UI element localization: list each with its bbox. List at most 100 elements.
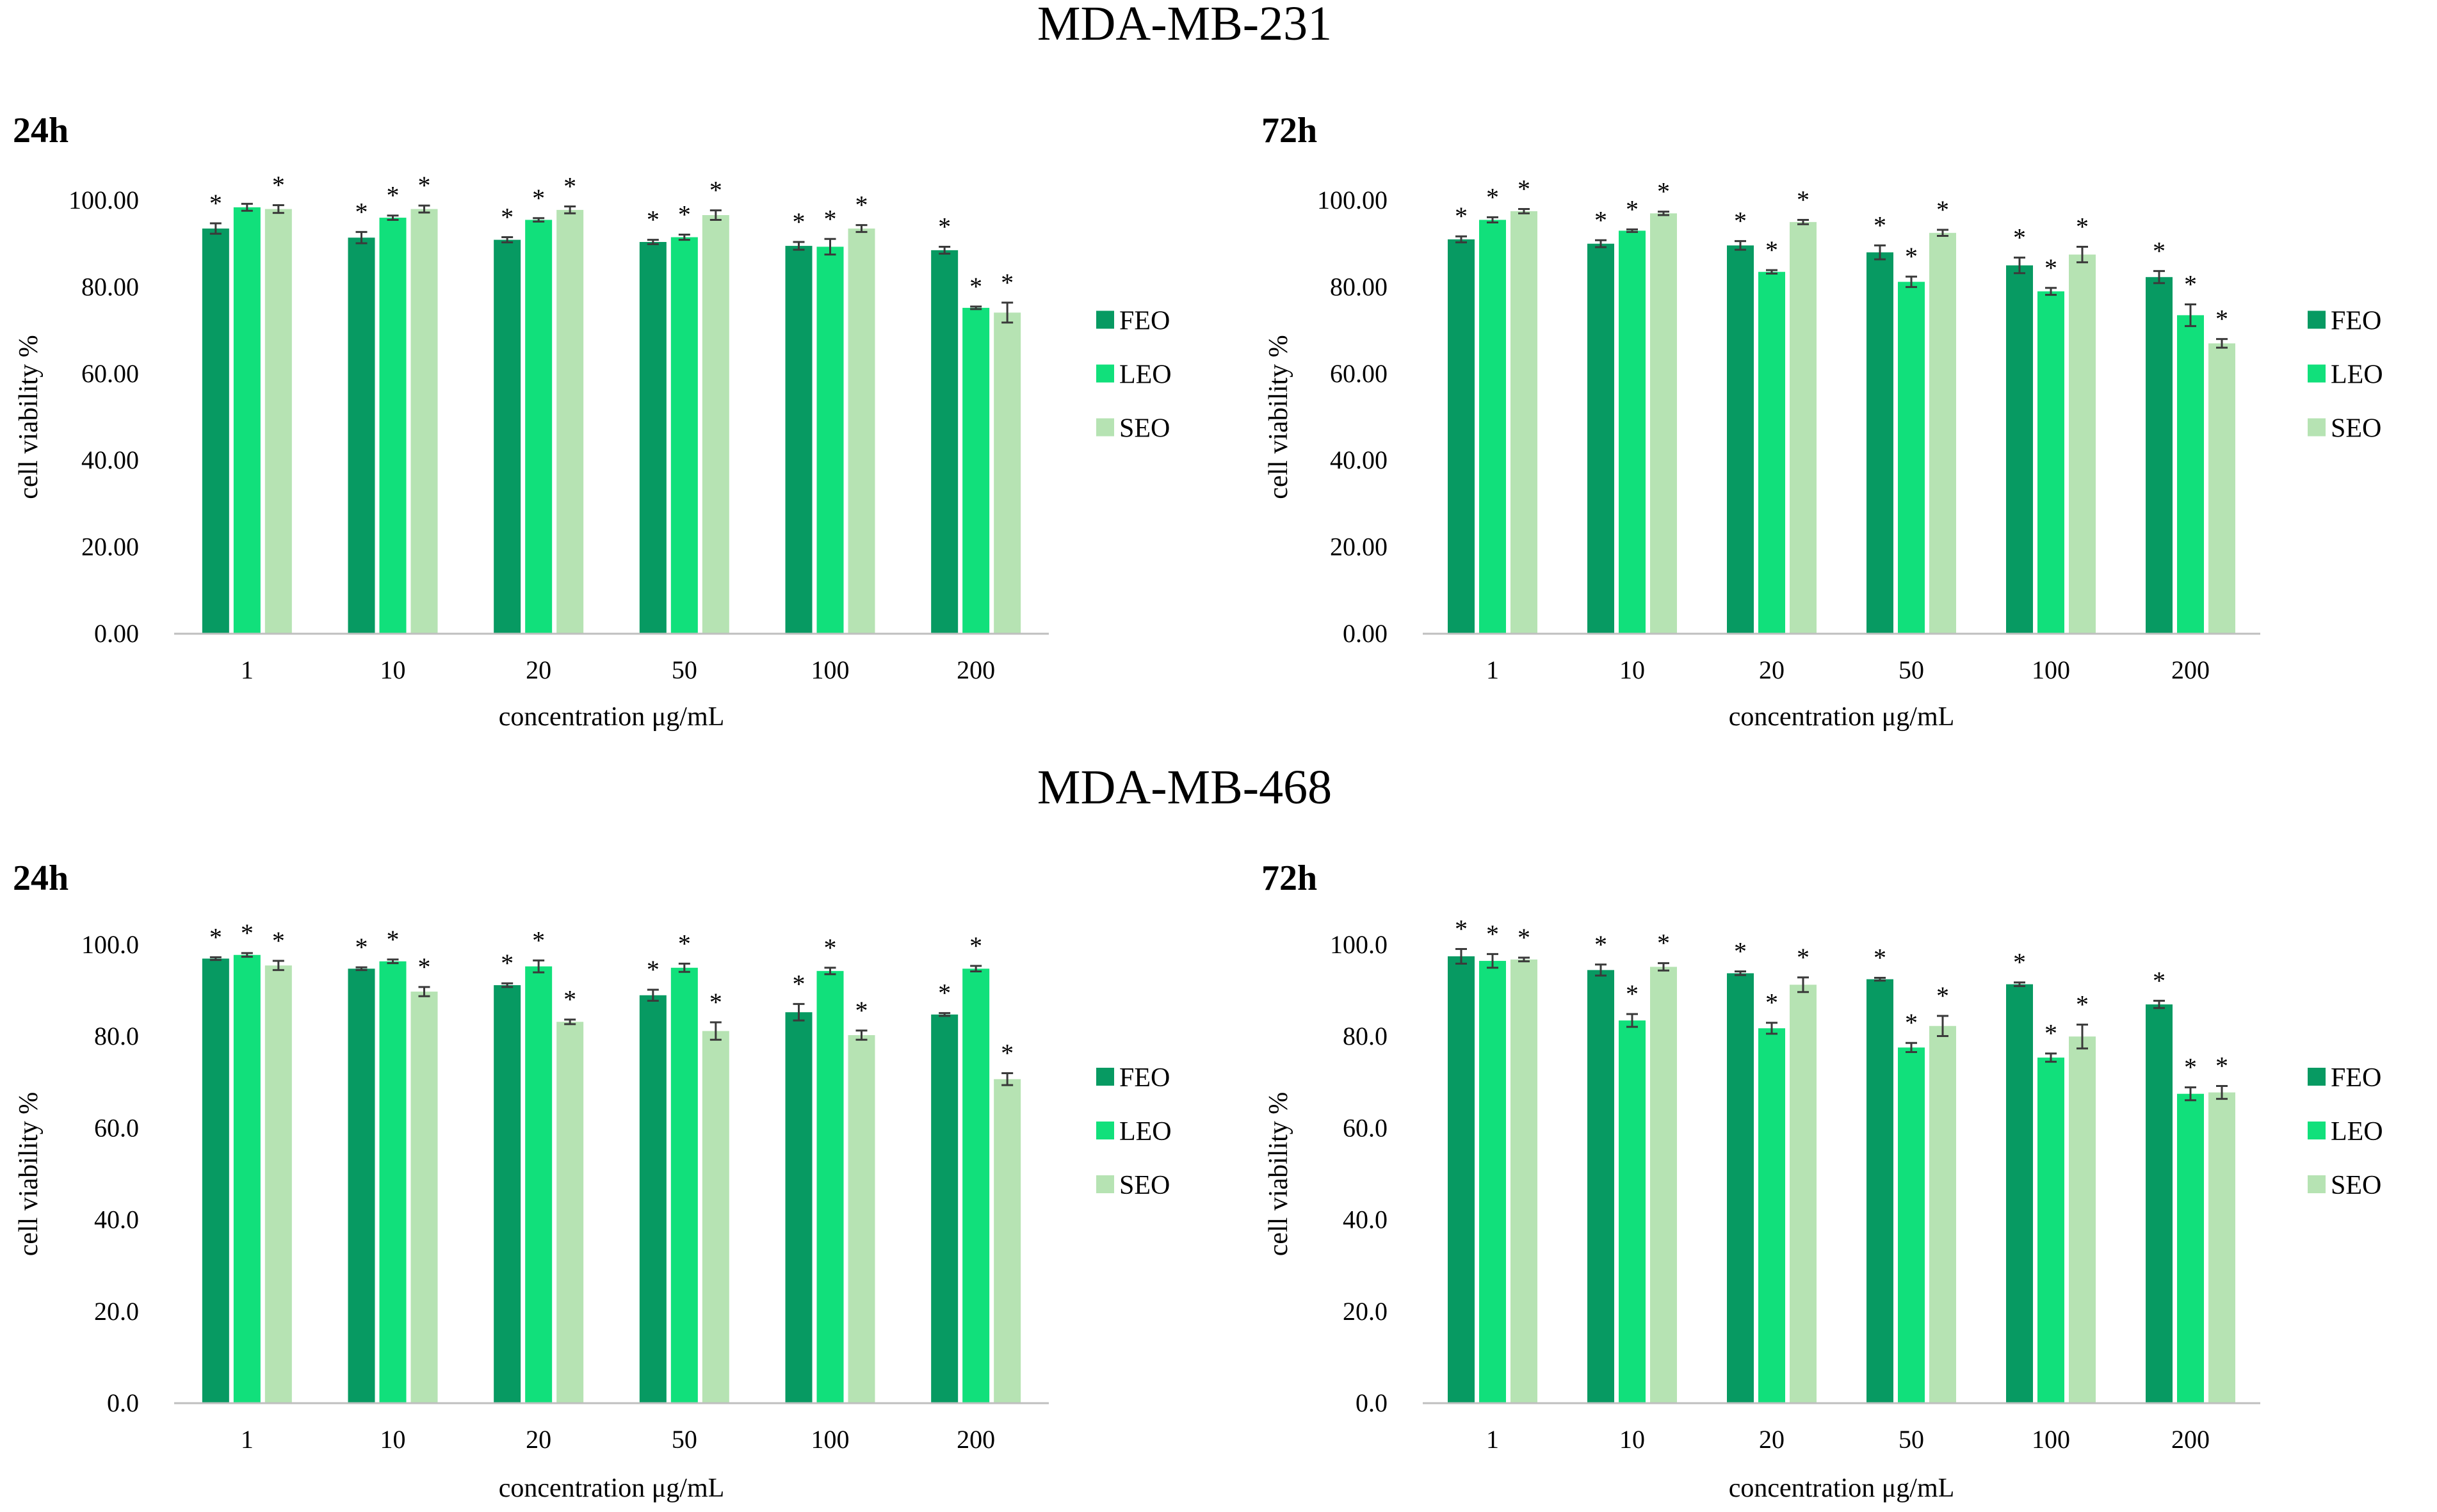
x-tick-label: 20 (526, 1425, 551, 1454)
y-tick-label: 0.00 (1343, 619, 1388, 648)
bar-feo (1727, 973, 1754, 1403)
significance-mark: * (563, 172, 576, 200)
bar-seo (264, 209, 292, 634)
y-tick-label: 100.0 (81, 930, 139, 959)
significance-mark: * (1936, 981, 1949, 1010)
bar-feo (1866, 979, 1893, 1403)
significance-mark: * (2215, 305, 2228, 334)
significance-mark: * (418, 171, 431, 200)
bar-feo (1866, 252, 1893, 634)
bar-leo (1479, 220, 1506, 634)
legend-label-leo: LEO (2331, 360, 2383, 390)
y-tick-label: 60.00 (1330, 359, 1388, 388)
bar-seo (1510, 959, 1537, 1403)
legend-label-feo: FEO (1119, 307, 1170, 336)
x-tick-label: 200 (2171, 655, 2210, 684)
significance-mark: * (1001, 268, 1014, 297)
bar-seo (2069, 254, 2096, 634)
significance-mark: * (1936, 195, 1949, 224)
y-tick-label: 80.0 (94, 1022, 139, 1050)
significance-mark: * (678, 200, 691, 229)
significance-mark: * (1455, 202, 1468, 230)
significance-mark: * (1626, 979, 1639, 1008)
legend-label-feo: FEO (2331, 1063, 2381, 1093)
bar-feo (2146, 1004, 2173, 1403)
x-tick-label: 100 (2032, 1425, 2070, 1454)
significance-mark: * (1657, 177, 1670, 206)
bar-feo (1587, 970, 1614, 1403)
significance-mark: * (678, 929, 691, 958)
legend-swatch-leo (2308, 1122, 2326, 1139)
legend-swatch-leo (2308, 364, 2326, 383)
legend-label-seo: SEO (1119, 1171, 1170, 1200)
x-tick-label: 200 (957, 1425, 995, 1454)
y-tick-label: 0.00 (94, 619, 139, 648)
y-tick-label: 20.00 (81, 533, 139, 561)
significance-mark: * (938, 979, 951, 1008)
bar-feo (785, 246, 813, 634)
legend-label-seo: SEO (2331, 414, 2381, 444)
chart-0: 24h 0.00 20.00 40.00 60.00 80.00 100.00 cell vi… (13, 111, 1172, 732)
significance-mark: * (2184, 1053, 2197, 1082)
bar-leo (1479, 961, 1506, 1403)
section-title-mda-mb-231: MDA-MB-231 (1037, 0, 1332, 51)
y-tick-label: 100.00 (1317, 186, 1388, 214)
bar-feo (2006, 265, 2033, 634)
significance-mark: * (2044, 253, 2057, 282)
significance-mark: * (355, 933, 368, 961)
bar-feo (1587, 243, 1614, 634)
significance-mark: * (272, 170, 285, 199)
significance-mark: * (1001, 1038, 1014, 1067)
significance-mark: * (2076, 212, 2089, 241)
bar-seo (1790, 221, 1817, 634)
bar-feo (202, 229, 229, 634)
significance-mark: * (1905, 242, 1918, 271)
y-tick-label: 80.00 (1330, 272, 1388, 301)
section-title-mda-mb-468: MDA-MB-468 (1037, 760, 1332, 814)
bar-seo (410, 209, 438, 634)
bar-leo (1898, 1047, 1925, 1403)
bar-leo (2037, 1058, 2064, 1403)
significance-mark: * (647, 205, 660, 234)
significance-mark: * (532, 184, 545, 213)
significance-mark: * (824, 204, 837, 233)
significance-mark: * (387, 181, 400, 210)
legend-label-seo: SEO (2331, 1171, 2381, 1200)
chart-title: 72h (1261, 858, 1317, 898)
significance-mark: * (855, 191, 868, 220)
significance-mark: * (1797, 943, 1810, 972)
y-tick-label: 80.0 (1343, 1022, 1388, 1050)
bar-leo (670, 237, 698, 634)
bar-seo (848, 1035, 875, 1403)
legend-swatch-feo (1096, 310, 1114, 329)
significance-mark: * (501, 203, 514, 232)
bar-feo (639, 995, 667, 1403)
y-axis-label: cell viability % (1264, 335, 1293, 499)
bar-seo (848, 229, 875, 634)
significance-mark: * (1594, 930, 1607, 959)
significance-mark: * (2013, 948, 2026, 977)
bar-feo (348, 237, 375, 634)
bar-seo (556, 209, 584, 634)
bar-feo (639, 241, 667, 634)
y-axis-label: cell viability % (14, 335, 44, 499)
x-tick-label: 1 (241, 655, 254, 684)
significance-mark: * (1626, 195, 1639, 223)
legend-swatch-seo (2308, 418, 2326, 437)
significance-mark: * (1486, 919, 1499, 948)
y-axis-label: cell viability % (1264, 1092, 1293, 1257)
y-tick-label: 60.00 (81, 359, 139, 388)
y-tick-label: 40.0 (1343, 1205, 1388, 1234)
y-axis-label: cell viability % (14, 1092, 44, 1257)
y-tick-label: 0.0 (1356, 1388, 1388, 1417)
significance-mark: * (501, 949, 514, 977)
bar-feo (1727, 245, 1754, 634)
legend-swatch-feo (2308, 310, 2326, 329)
y-tick-label: 80.00 (81, 272, 139, 301)
significance-mark: * (563, 985, 576, 1014)
x-tick-label: 200 (2171, 1425, 2210, 1454)
significance-mark: * (1734, 207, 1747, 236)
significance-mark: * (855, 996, 868, 1025)
significance-mark: * (209, 922, 222, 951)
significance-mark: * (969, 272, 982, 301)
